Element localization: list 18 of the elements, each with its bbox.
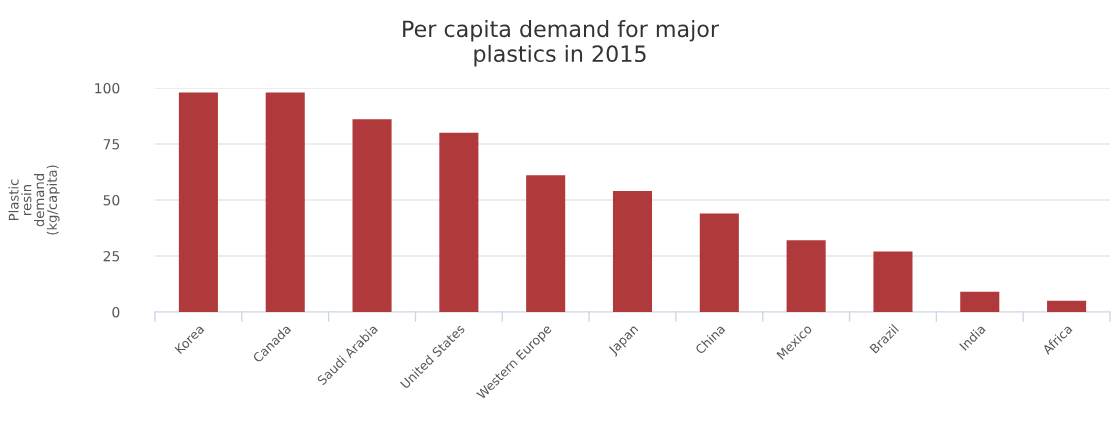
bar — [786, 240, 826, 312]
bar — [178, 92, 218, 312]
bar — [526, 175, 566, 312]
bar — [439, 132, 479, 312]
y-tick-label: 0 — [112, 306, 120, 318]
bar — [873, 251, 913, 312]
bar — [1047, 300, 1087, 312]
bar — [352, 119, 392, 312]
bar — [612, 191, 653, 312]
bar — [699, 213, 739, 312]
y-tick-label: 75 — [103, 139, 120, 150]
bar — [960, 291, 1000, 312]
y-tick-label: 100 — [95, 82, 120, 94]
chart-title: Per capita demand for major plastics in 2015 — [403, 20, 720, 67]
y-tick-label: 50 — [103, 194, 120, 206]
bar — [265, 92, 305, 312]
y-tick-label: 25 — [103, 250, 120, 262]
y-axis-title: Plastic resin demand (kg/capita) — [8, 165, 60, 235]
